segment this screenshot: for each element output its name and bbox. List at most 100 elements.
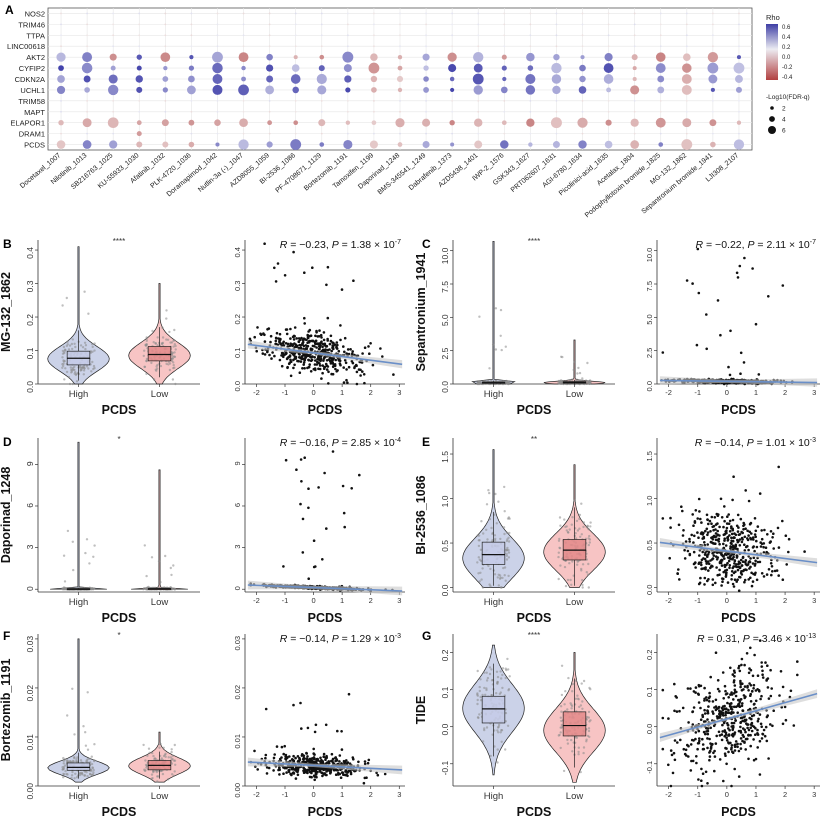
- jitter-point: [486, 676, 490, 680]
- scatter-point: [709, 566, 712, 570]
- jitter-point: [61, 304, 64, 307]
- y-tick-label: 0.3: [25, 280, 35, 292]
- dot: [242, 12, 245, 15]
- jitter-point: [504, 579, 507, 582]
- scatter-point: [698, 554, 701, 557]
- jitter-point: [151, 751, 154, 755]
- jitter-point: [154, 342, 157, 345]
- dot: [238, 84, 249, 96]
- dot: [112, 110, 115, 113]
- jitter-point: [76, 760, 79, 763]
- scatter-point: [309, 355, 312, 359]
- scatter-point: [732, 698, 735, 701]
- jitter-point: [566, 578, 570, 582]
- scatter-point: [718, 690, 721, 693]
- x-tick-label: High: [484, 791, 504, 802]
- scatter-point: [749, 537, 753, 541]
- dot: [268, 23, 271, 26]
- scatter-point: [739, 517, 743, 521]
- scatter-point: [692, 524, 695, 527]
- x-tick-label: High: [484, 389, 504, 400]
- jitter-point: [579, 704, 583, 707]
- jitter-point: [62, 776, 65, 779]
- jitter-point: [505, 554, 509, 557]
- y-tick-label: 0.0: [440, 723, 450, 735]
- scatter-point: [383, 772, 387, 776]
- legend-rho-bar: [766, 24, 778, 80]
- scatter-point: [707, 522, 710, 526]
- scatter-point: [282, 340, 286, 344]
- jitter-point: [90, 370, 93, 373]
- jitter-point: [568, 562, 571, 565]
- scatter-point: [776, 526, 780, 530]
- scatter-point: [714, 698, 718, 702]
- scatter-point: [721, 671, 725, 674]
- dot: [164, 99, 167, 102]
- jitter-point: [172, 564, 175, 567]
- jitter-point: [83, 367, 86, 370]
- scatter-point: [723, 519, 726, 523]
- jitter-point: [576, 563, 579, 566]
- scatter-point: [333, 343, 337, 347]
- scatter-point: [266, 350, 269, 354]
- scatter-point: [278, 338, 282, 342]
- scatter-point: [721, 730, 724, 733]
- jitter-point: [501, 667, 505, 670]
- jitter-point: [172, 339, 175, 342]
- scatter-point: [345, 352, 348, 355]
- fit-line: [247, 761, 403, 771]
- dot: [212, 51, 223, 63]
- scatter-point: [739, 729, 742, 733]
- jitter-point: [480, 578, 483, 581]
- y-tick-label: -0.1: [440, 760, 450, 775]
- scatter-point: [712, 542, 716, 545]
- jitter-point: [171, 773, 174, 776]
- jitter-point: [91, 360, 94, 364]
- jitter-point: [493, 534, 497, 537]
- scatter-point: [331, 757, 335, 761]
- scatter-point: [767, 757, 770, 760]
- jitter-point: [62, 766, 65, 769]
- jitter-point: [577, 750, 580, 754]
- scatter-point: [289, 772, 292, 776]
- dot: [318, 119, 326, 127]
- jitter-point: [497, 500, 500, 503]
- violin-high: [471, 240, 516, 385]
- jitter-point: [84, 344, 88, 347]
- x-tick-label: 3: [812, 790, 816, 799]
- scatter-point: [342, 511, 346, 515]
- dot: [190, 45, 193, 48]
- scatter-point: [288, 344, 292, 348]
- jitter-point: [173, 587, 176, 591]
- dot: [266, 64, 274, 72]
- x-tick-label: Low: [151, 389, 169, 400]
- scatter-point: [314, 359, 317, 362]
- dot: [189, 55, 194, 60]
- scatter-point: [704, 529, 707, 533]
- row-label: UCHL1: [20, 86, 45, 95]
- x-axis-title: PCDS: [721, 403, 756, 417]
- jitter-point: [490, 694, 493, 697]
- scatter-point: [672, 751, 676, 755]
- scatter-point: [730, 721, 734, 725]
- scatter-point: [273, 354, 276, 358]
- jitter-point: [63, 580, 67, 583]
- dot: [86, 34, 89, 37]
- dot: [631, 54, 638, 61]
- dot: [60, 132, 62, 135]
- y-tick-label: 5.0: [440, 314, 450, 326]
- jitter-point: [165, 309, 168, 312]
- scatter-point: [733, 545, 737, 549]
- jitter-point: [581, 586, 584, 589]
- significance-label: ****: [528, 237, 540, 246]
- jitter-point: [490, 668, 493, 671]
- x-tick-label: 3: [397, 388, 401, 397]
- x-axis-title: PCDS: [517, 611, 552, 625]
- scatter-point: [328, 342, 332, 346]
- jitter-point: [559, 726, 562, 729]
- jitter-point: [570, 738, 573, 742]
- dot: [604, 140, 613, 149]
- jitter-point: [152, 754, 155, 758]
- jitter-point: [503, 510, 506, 513]
- scatter-point: [312, 747, 316, 751]
